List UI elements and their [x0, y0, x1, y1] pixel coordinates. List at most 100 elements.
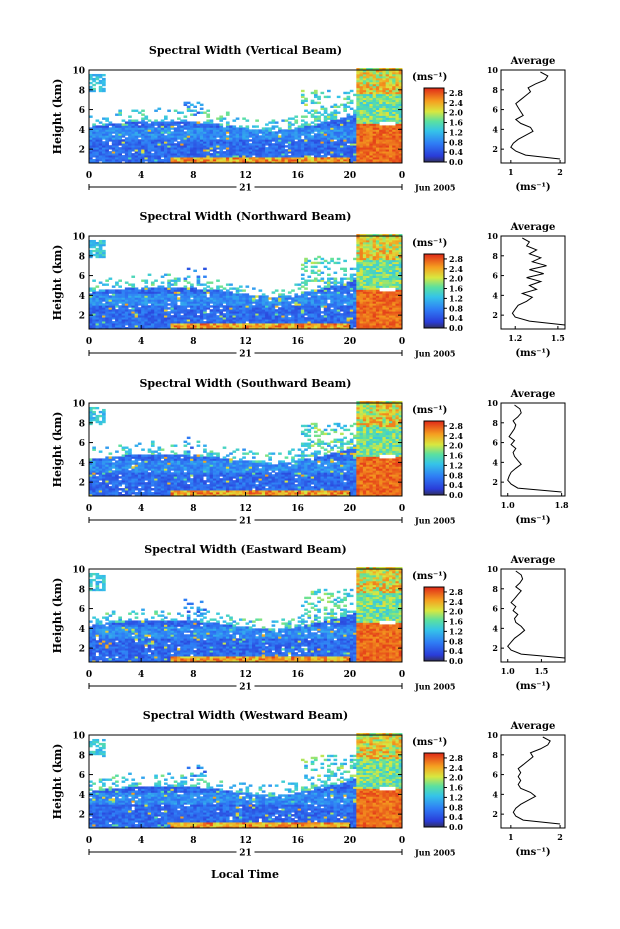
heatmap-cell [320, 125, 325, 128]
heatmap-cell [366, 75, 370, 79]
heatmap-cell [359, 75, 364, 79]
heatmap-cell [238, 161, 243, 164]
heatmap-cell [108, 157, 113, 160]
heatmap-cell [89, 249, 93, 253]
heatmap-cell [327, 315, 331, 318]
heatmap-cell [313, 129, 318, 132]
heatmap-cell [395, 247, 400, 251]
heatmap-cell [398, 317, 403, 320]
heatmap-cell [392, 245, 396, 249]
heatmap-cell [369, 103, 374, 107]
heatmap-cell [385, 303, 390, 306]
heatmap-cell [163, 287, 168, 290]
heatmap-cell [310, 313, 315, 316]
heatmap-cell [313, 301, 318, 304]
heatmap-cell [154, 135, 158, 138]
heatmap-cell [310, 311, 315, 314]
heatmap-cell [232, 143, 237, 146]
heatmap-cell [124, 327, 129, 330]
heatmap-cell [115, 133, 119, 136]
heatmap-cell [102, 289, 106, 292]
heatmap-cell [346, 137, 351, 140]
heatmap-cell [150, 159, 155, 162]
heatmap-cell [173, 295, 178, 298]
heatmap-cell [102, 83, 106, 87]
heatmap-cell [118, 161, 122, 164]
heatmap-cell [291, 137, 295, 140]
heatmap-cell [346, 277, 351, 280]
average-y-tick-label: 2 [492, 144, 498, 154]
heatmap-cell [108, 147, 113, 150]
heatmap-cell [398, 115, 403, 118]
heatmap-cell [385, 145, 390, 148]
heatmap-cell [353, 279, 357, 282]
heatmap-cell [369, 261, 374, 265]
heatmap-cell [327, 279, 331, 282]
heatmap-cell [150, 317, 155, 320]
heatmap-cell [392, 70, 396, 73]
heatmap-cell [366, 319, 370, 322]
heatmap-cell [274, 311, 279, 314]
heatmap-cell [193, 155, 197, 158]
heatmap-cell [255, 153, 259, 156]
heatmap-cell [310, 291, 315, 294]
heatmap-cell [242, 323, 246, 326]
heatmap-cell [245, 155, 250, 158]
heatmap-cell [372, 161, 377, 164]
heatmap-cell [310, 113, 315, 116]
heatmap-cell [369, 257, 374, 261]
heatmap-cell [281, 305, 286, 308]
heatmap-cell [287, 131, 292, 134]
heatmap-cell [167, 285, 171, 288]
heatmap-cell [209, 327, 214, 330]
heatmap-cell [356, 161, 361, 164]
heatmap-cell [388, 273, 393, 276]
heatmap-cell [323, 291, 328, 294]
heatmap-cell [203, 287, 207, 290]
heatmap-cell [141, 313, 145, 316]
heatmap-cell [310, 137, 315, 140]
heatmap-cell [238, 143, 243, 146]
heatmap-cell [327, 319, 331, 322]
heatmap-cell [160, 305, 165, 308]
heatmap-cell [108, 289, 113, 292]
heatmap-cell [359, 303, 364, 306]
heatmap-cell [392, 115, 396, 118]
heatmap-cell [310, 317, 315, 320]
heatmap-cell [157, 303, 162, 306]
heatmap-cell [141, 147, 145, 150]
heatmap-cell [242, 315, 246, 318]
heatmap-cell [232, 153, 237, 156]
heatmap-cell [89, 241, 93, 245]
heatmap-cell [333, 103, 338, 107]
heatmap-cell [128, 159, 132, 162]
heatmap-cell [284, 119, 289, 122]
heatmap-cell [177, 289, 181, 292]
heatmap-cell [385, 293, 390, 296]
heatmap-cell [271, 137, 276, 140]
heatmap-cell [369, 259, 374, 263]
heatmap-cell [320, 257, 325, 261]
heatmap-cell [268, 319, 272, 322]
heatmap-cell [105, 283, 109, 286]
heatmap-cell [323, 305, 328, 308]
heatmap-cell [225, 323, 230, 326]
heatmap-cell [199, 309, 204, 312]
heatmap-cell [92, 295, 96, 298]
heatmap-cell [395, 115, 400, 118]
heatmap-cell [183, 153, 188, 156]
heatmap-cell [327, 145, 331, 148]
heatmap-cell [242, 309, 246, 312]
heatmap-cell [212, 309, 217, 312]
heatmap-cell [124, 129, 129, 132]
heatmap-cell [323, 135, 328, 138]
heatmap-cell [216, 295, 220, 298]
heatmap-cell [144, 121, 149, 124]
heatmap-cell [102, 253, 106, 257]
heatmap-cell [167, 155, 171, 158]
heatmap-cell [180, 135, 184, 138]
heatmap-cell [150, 145, 155, 148]
heatmap-cell [356, 79, 361, 83]
heatmap-cell [261, 321, 266, 324]
heatmap-cell [141, 325, 145, 328]
